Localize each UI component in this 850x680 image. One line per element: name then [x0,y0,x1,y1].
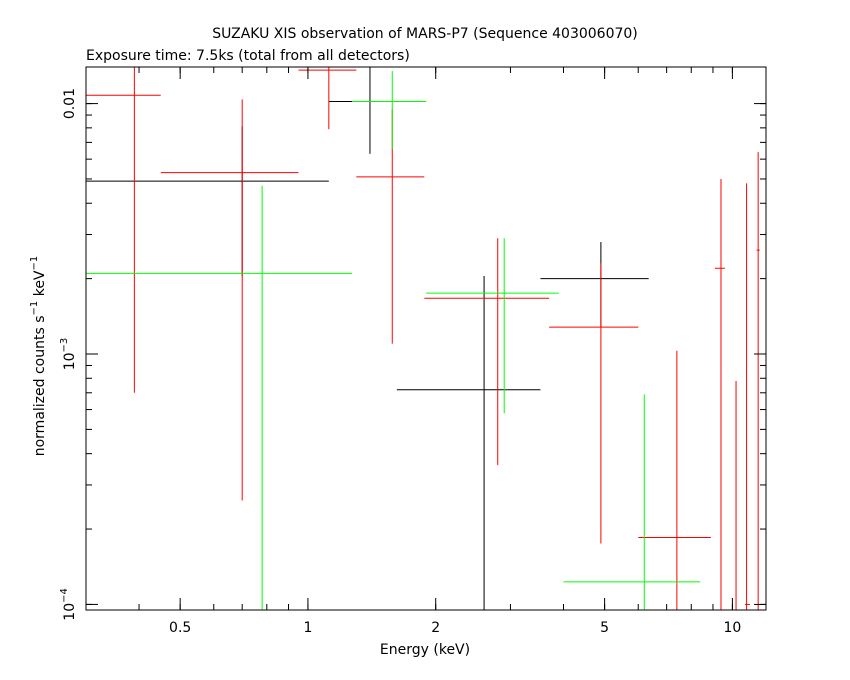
plot-frame [85,66,767,611]
x-tick-label: 0.5 [169,620,191,636]
red-data-point [549,263,639,544]
x-axis-label: Energy (keV) [380,642,470,658]
green-data-point [426,238,559,414]
red-data-point [756,152,760,610]
black-series [86,67,649,610]
red-series [86,67,760,611]
y-axis-label-exp2: −1 [29,256,40,271]
y-tick-label: 10−4 [59,588,78,621]
green-data-point [351,70,427,149]
y-axis-label-unit: keV [32,270,48,301]
red-data-point [86,67,161,393]
x-tick-label: 5 [600,620,609,636]
y-axis-label-exp1: −1 [29,301,40,316]
y-tick-label: 10−3 [59,338,78,371]
x-tick-label: 2 [431,620,440,636]
red-data-point [734,381,738,611]
x-tick-labels: 0.5 1 2 5 10 [169,620,741,636]
red-data-point [298,67,357,130]
y-axis-label-main: normalized counts s [32,315,48,456]
red-data-point [744,183,750,610]
y-tick-label: 0.01 [62,88,78,119]
green-data-point [563,394,701,610]
black-data-point [540,242,649,328]
y-axis-label: normalized counts s−1 keV−1 [29,256,48,457]
black-data-point [86,126,329,276]
green-data-point [86,185,352,610]
black-data-point [396,275,541,610]
major-ticks [86,67,766,610]
red-data-point [424,238,550,466]
chart-subtitle: Exposure time: 7.5ks (total from all det… [86,48,410,64]
red-data-point [638,350,711,610]
chart-title: SUZAKU XIS observation of MARS-P7 (Seque… [212,26,638,42]
red-data-point [715,178,725,610]
y-tick-labels: 0.01 10−3 10−4 [59,88,78,621]
x-tick-label: 10 [723,620,741,636]
x-tick-label: 1 [303,620,312,636]
data-series-layer [86,67,760,611]
red-data-point [356,109,425,344]
black-data-point [328,67,397,154]
red-data-point [160,99,299,501]
minor-ticks [85,67,766,610]
green-series [86,70,701,610]
